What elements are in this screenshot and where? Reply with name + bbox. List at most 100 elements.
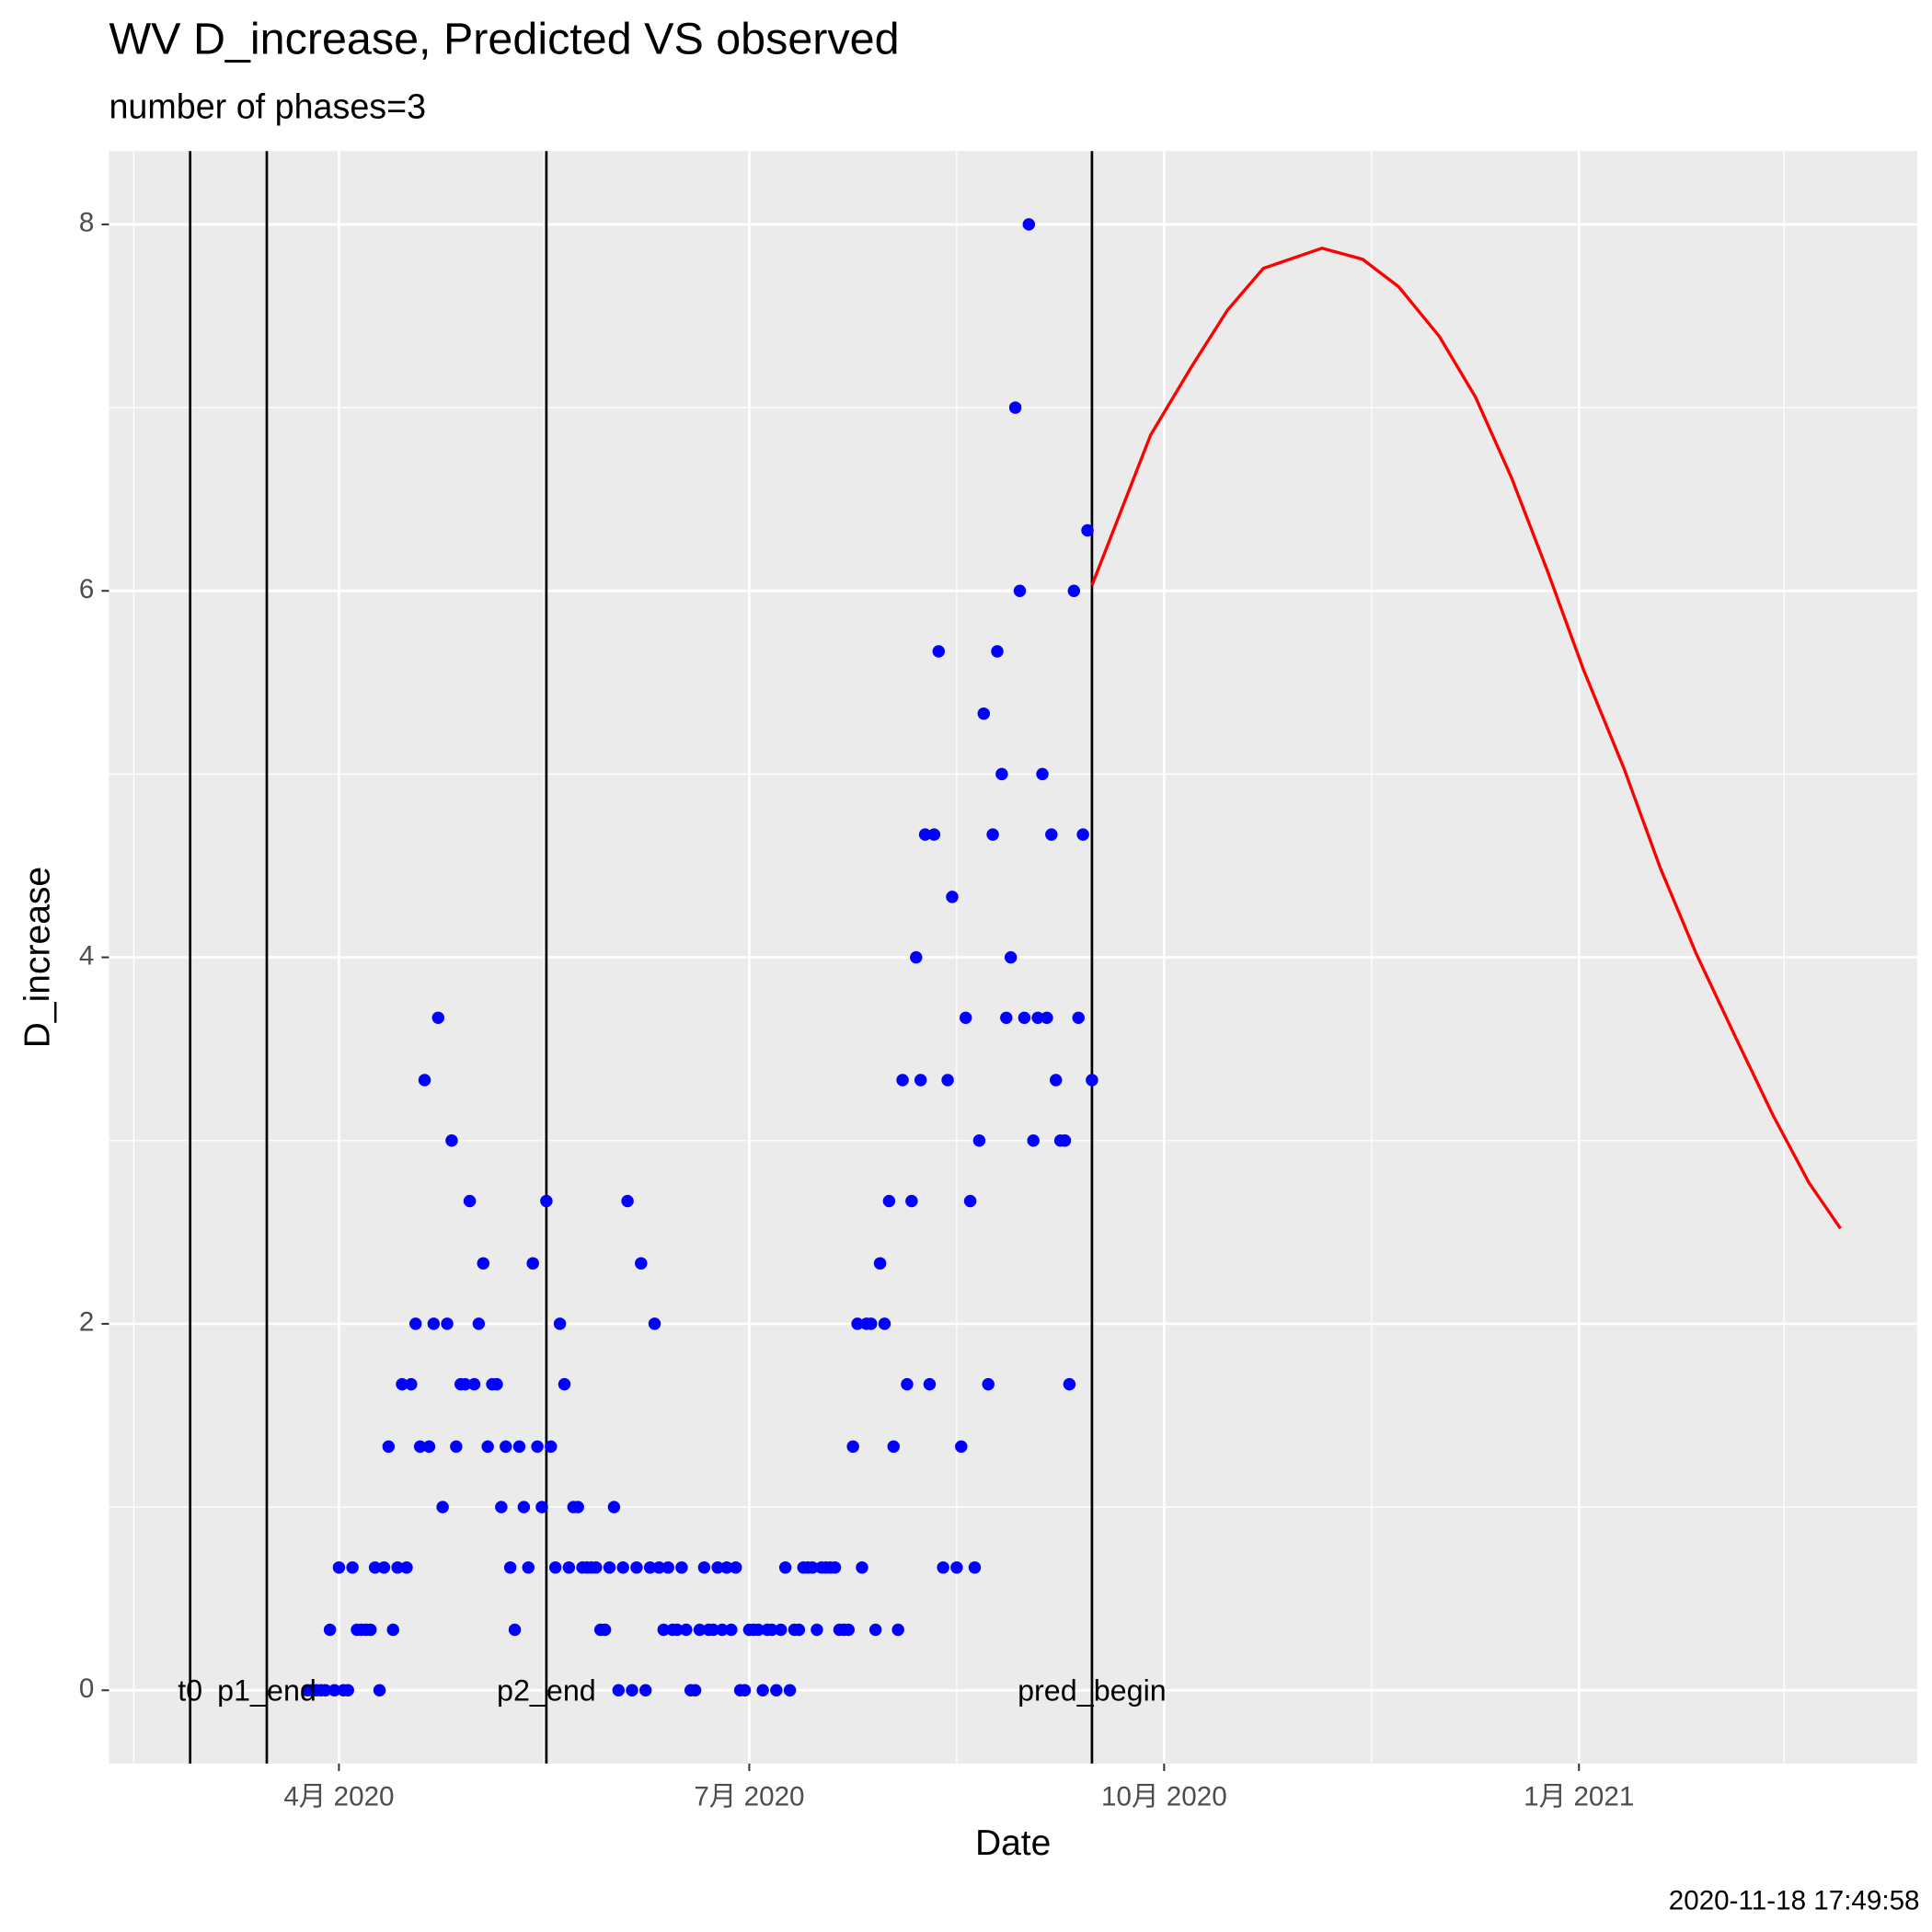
data-point: [950, 1561, 963, 1574]
data-point: [590, 1561, 603, 1574]
data-point: [842, 1623, 855, 1637]
data-point: [481, 1440, 494, 1454]
data-point: [697, 1561, 711, 1574]
data-point: [878, 1317, 891, 1330]
y-axis-title: D_increase: [17, 867, 57, 1048]
data-point: [522, 1561, 535, 1574]
data-point: [729, 1561, 742, 1574]
x-tick-label: 4月 2020: [283, 1781, 394, 1811]
data-point: [458, 1377, 472, 1391]
data-point: [463, 1194, 477, 1208]
data-point: [1036, 767, 1049, 781]
phase-label: pred_begin: [1018, 1673, 1167, 1707]
data-point: [738, 1684, 752, 1696]
data-point: [932, 645, 946, 658]
data-point: [346, 1561, 359, 1574]
data-point: [472, 1317, 486, 1330]
data-point: [1067, 584, 1081, 597]
data-point: [1031, 1011, 1044, 1025]
data-point: [405, 1377, 418, 1391]
data-point: [968, 1561, 982, 1574]
data-point: [1081, 523, 1094, 537]
data-point: [905, 1194, 918, 1208]
data-point: [400, 1561, 413, 1574]
data-point: [1022, 218, 1036, 231]
chart-subtitle: number of phases=3: [109, 86, 426, 125]
data-point: [914, 1074, 927, 1087]
data-point: [986, 828, 999, 841]
data-point: [571, 1501, 584, 1513]
data-point: [896, 1074, 909, 1087]
data-point: [603, 1561, 616, 1574]
data-point: [770, 1684, 783, 1696]
data-point: [910, 950, 923, 964]
data-point: [445, 1134, 458, 1147]
x-axis-title: Date: [975, 1823, 1051, 1863]
data-point: [765, 1623, 778, 1637]
data-point: [517, 1501, 531, 1513]
data-point: [508, 1623, 522, 1637]
data-point: [941, 1074, 954, 1087]
data-point: [851, 1317, 864, 1330]
data-point: [635, 1257, 648, 1270]
data-point: [972, 1134, 986, 1147]
data-point: [725, 1623, 738, 1637]
data-point: [386, 1623, 399, 1637]
data-point: [328, 1684, 341, 1696]
data-point: [500, 1440, 512, 1454]
x-tick-label: 10月 2020: [1101, 1781, 1227, 1811]
data-point: [598, 1623, 612, 1637]
data-point: [688, 1684, 702, 1696]
x-tick-label: 1月 2021: [1524, 1781, 1634, 1811]
data-point: [450, 1440, 463, 1454]
data-point: [675, 1561, 688, 1574]
data-point: [431, 1011, 444, 1025]
data-point: [377, 1561, 391, 1574]
data-point: [477, 1257, 489, 1270]
data-point: [752, 1623, 765, 1637]
data-point: [616, 1561, 629, 1574]
data-point: [607, 1501, 621, 1513]
data-point: [368, 1561, 382, 1574]
data-point: [427, 1317, 441, 1330]
data-point: [711, 1561, 724, 1574]
data-point: [1018, 1011, 1031, 1025]
data-point: [495, 1501, 508, 1513]
data-point: [652, 1561, 666, 1574]
data-point: [927, 828, 941, 841]
data-point: [418, 1074, 431, 1087]
data-point: [657, 1623, 671, 1637]
data-point: [707, 1623, 719, 1637]
data-point: [1000, 1011, 1013, 1025]
x-tick-label: 7月 2020: [694, 1781, 804, 1811]
data-point: [413, 1440, 427, 1454]
data-point: [332, 1561, 346, 1574]
data-point: [918, 828, 932, 841]
data-point: [545, 1440, 558, 1454]
data-point: [1049, 1074, 1063, 1087]
data-point: [630, 1561, 643, 1574]
data-point: [1004, 950, 1018, 964]
data-point: [756, 1684, 769, 1696]
data-point: [1076, 828, 1089, 841]
y-tick-label: 2: [79, 1307, 94, 1338]
data-point: [1008, 401, 1022, 414]
phase-label: t0: [178, 1673, 202, 1707]
data-point: [680, 1623, 693, 1637]
data-point: [503, 1561, 517, 1574]
data-point: [540, 1194, 553, 1208]
data-point: [373, 1684, 386, 1696]
data-point: [548, 1561, 562, 1574]
caption: 2020-11-18 17:49:58: [1669, 1886, 1920, 1916]
data-point: [901, 1377, 914, 1391]
data-point: [364, 1623, 377, 1637]
data-point: [621, 1194, 634, 1208]
data-point: [341, 1684, 354, 1696]
y-tick-label: 6: [79, 574, 94, 604]
data-point: [959, 1011, 972, 1025]
data-point: [1045, 828, 1058, 841]
data-point: [323, 1623, 337, 1637]
data-point: [923, 1377, 937, 1391]
data-point: [955, 1440, 968, 1454]
